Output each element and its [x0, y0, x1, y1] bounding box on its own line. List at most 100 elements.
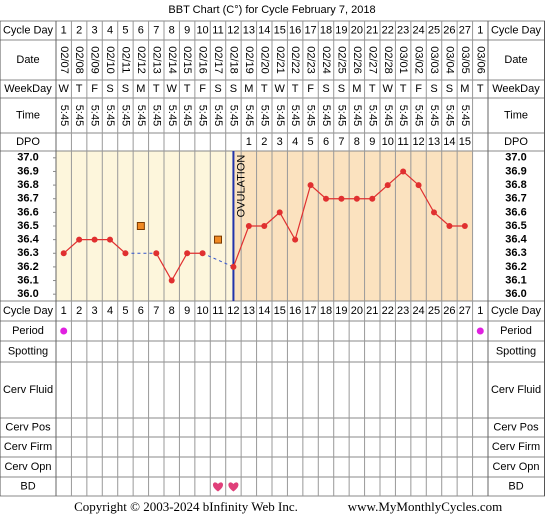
row-label: Spotting — [8, 345, 48, 357]
dpo: 12 — [412, 136, 424, 148]
row-label: Cerv Opn — [492, 461, 539, 473]
cycle-day: 5 — [122, 24, 128, 36]
weekday: T — [184, 83, 191, 95]
cycle-day: 16 — [289, 305, 301, 317]
cycle-day: 3 — [92, 24, 98, 36]
weekday: T — [292, 83, 299, 95]
time: 5:45 — [104, 105, 116, 126]
weekday: W — [383, 83, 394, 95]
temperature-point — [91, 236, 98, 243]
cycle-day: 13 — [243, 24, 255, 36]
dpo: 11 — [397, 136, 408, 148]
weekday: S — [322, 83, 329, 95]
dpo: 13 — [428, 136, 440, 148]
date: 03/02 — [413, 46, 425, 74]
cycle-day: 6 — [138, 24, 144, 36]
weekday: S — [122, 83, 129, 95]
bd-heart — [212, 482, 224, 492]
time: 5:45 — [212, 105, 224, 126]
time: 5:45 — [258, 105, 270, 126]
cycle-day: 1 — [61, 305, 67, 317]
date: 02/09 — [89, 46, 101, 74]
date: 02/20 — [258, 46, 270, 74]
cycle-day: 17 — [304, 24, 316, 36]
row-label: Cycle Day — [491, 305, 542, 317]
cycle-day: 4 — [107, 24, 113, 36]
cycle-day: 4 — [107, 305, 113, 317]
date: 03/01 — [397, 46, 409, 74]
time: 5:45 — [444, 105, 456, 126]
period-marker — [476, 327, 484, 335]
cycle-day: 10 — [196, 305, 208, 317]
period-marker — [60, 327, 68, 335]
dpo: 8 — [354, 136, 360, 148]
cycle-day: 27 — [459, 24, 471, 36]
cycle-day: 6 — [138, 305, 144, 317]
weekday: T — [261, 83, 268, 95]
date: 02/19 — [243, 46, 255, 74]
row-label: BD — [20, 480, 35, 492]
temperature-point — [323, 195, 329, 202]
date: 02/18 — [228, 46, 240, 74]
time: 5:45 — [58, 105, 70, 126]
cycle-day: 2 — [76, 24, 82, 36]
temperature-point — [199, 250, 206, 257]
time: 5:45 — [274, 105, 286, 126]
dpo: 9 — [369, 136, 375, 148]
cycle-day: 1 — [477, 305, 483, 317]
cycle-day: 21 — [366, 305, 378, 317]
temperature-point — [292, 236, 299, 243]
weekday: M — [136, 83, 145, 95]
dpo: 14 — [443, 136, 455, 148]
cycle-day: 24 — [412, 305, 424, 317]
weekday: S — [338, 83, 345, 95]
temperature-point — [230, 263, 237, 270]
date: 02/21 — [274, 46, 286, 74]
date: 02/26 — [351, 46, 363, 74]
weekday: T — [400, 83, 407, 95]
dpo: 7 — [338, 136, 344, 148]
temperature-point — [415, 182, 422, 189]
date: 02/22 — [289, 46, 301, 74]
date: 02/27 — [366, 46, 378, 74]
date: 02/10 — [104, 46, 116, 74]
cycle-day: 1 — [477, 24, 483, 36]
temperature-point — [153, 250, 160, 257]
cycle-day: 15 — [274, 305, 286, 317]
cycle-day: 16 — [289, 24, 301, 36]
y-tick-label: 36.2 — [17, 261, 38, 273]
y-tick-label: 36.4 — [17, 234, 39, 246]
date: 02/12 — [135, 46, 147, 74]
row-label: Cerv Pos — [493, 421, 539, 433]
cycle-day: 8 — [169, 305, 175, 317]
cycle-day: 9 — [184, 24, 190, 36]
weekday: S — [230, 83, 237, 95]
row-label: Time — [16, 109, 40, 121]
weekday: S — [446, 83, 453, 95]
temperature-point — [107, 236, 113, 243]
weekday: F — [415, 83, 422, 95]
cycle-day: 18 — [320, 24, 332, 36]
weekday: M — [352, 83, 361, 95]
temperature-point — [307, 182, 314, 189]
temperature-point — [261, 223, 268, 229]
cycle-day: 17 — [304, 305, 316, 317]
date: 02/25 — [336, 46, 348, 74]
temperature-point — [122, 250, 129, 257]
row-label: Cerv Fluid — [491, 384, 541, 396]
temperature-point — [276, 209, 283, 216]
y-tick-label: 36.1 — [505, 274, 526, 286]
cycle-day: 2 — [76, 305, 82, 317]
temperature-point — [431, 209, 437, 216]
weekday: W — [275, 83, 286, 95]
cycle-day: 12 — [227, 305, 239, 317]
weekday: S — [214, 83, 221, 95]
weekday: S — [106, 83, 113, 95]
temperature-point — [461, 223, 468, 229]
y-tick-label: 36.3 — [505, 247, 526, 259]
cycle-day: 18 — [320, 305, 332, 317]
dpo: 10 — [382, 136, 394, 148]
temperature-point — [384, 182, 391, 189]
